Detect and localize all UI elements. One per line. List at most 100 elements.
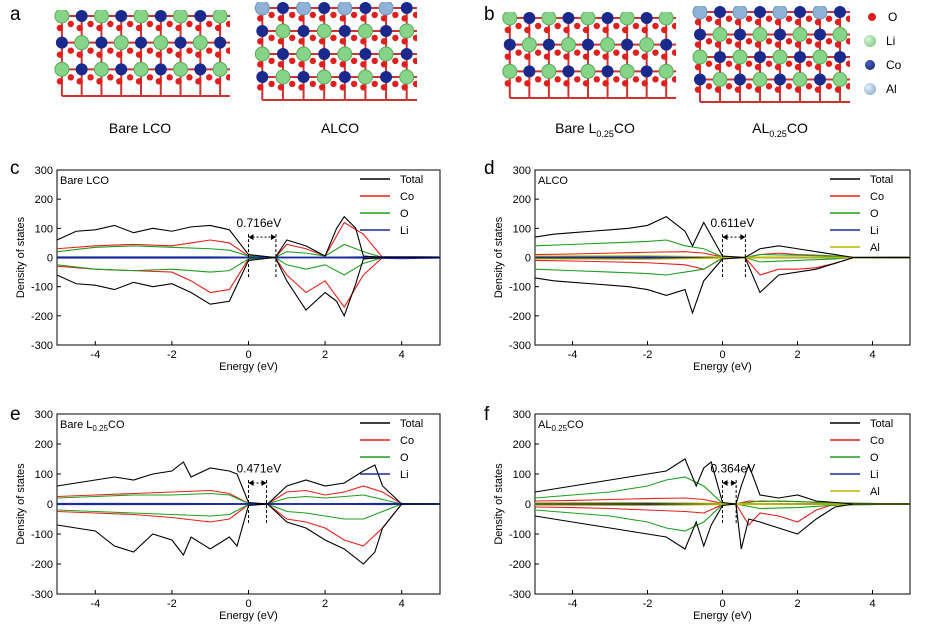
oxygen-atom [543,53,551,60]
oxygen-atom [632,76,640,83]
oxygen-atom [593,76,600,83]
oxygen-atom [56,24,64,32]
cobalt-atom [297,71,310,83]
oxygen-atom [814,18,822,26]
oxygen-atom [621,26,629,34]
x-tick-label: -2 [167,598,177,610]
oxygen-atom [582,53,590,60]
legend-label-co: Co [400,435,414,447]
oxygen-atom [116,78,123,85]
oxygen-atom [225,47,230,54]
lithium-atom [54,10,70,24]
x-tick-label: -2 [167,349,177,361]
y-tick-label: 100 [513,469,531,481]
gap-label: 0.364eV [711,462,756,476]
oxygen-atom [126,20,134,28]
cobalt-atom [774,73,786,86]
series-line-total-up [534,216,910,259]
oxygen-atom [206,47,213,54]
oxygen-atom [671,76,676,83]
cobalt-atom [318,2,331,14]
gap-arrowhead-left [248,234,254,241]
oxygen-atom [318,61,326,68]
oxygen-atom [582,26,590,34]
y-axis-label: Density of states [15,463,27,545]
cobalt-atom [694,73,706,86]
lithium-atom [93,10,109,24]
panel-letter-b: b [484,4,495,25]
oxygen-atom [765,83,773,90]
x-tick-label: -4 [568,349,578,361]
cobalt-atom [194,10,207,22]
chart-title: Bare L0.25CO [60,419,125,433]
lithium-atom [502,12,518,26]
aluminum-atom-icon [864,83,876,95]
oxygen-atom [745,60,753,67]
cobalt-atom [834,51,846,63]
gap-label: 0.716eV [237,216,282,230]
oxygen-atom [671,49,676,56]
x-tick-label: 2 [322,349,328,361]
oxygen-atom [805,83,813,90]
oxygen-atom [214,51,222,58]
oxygen-atom [563,80,570,87]
lithium-atom [133,10,149,24]
chart-title: AL0.25CO [538,419,584,433]
oxygen-atom [401,84,408,91]
lithium-atom [752,72,768,87]
oxygen-atom [298,15,305,22]
y-tick-label: -300 [31,340,53,352]
lithium-atom [580,63,596,79]
oxygen-atom [401,61,408,68]
oxygen-atom [330,57,337,65]
oxygen-atom [534,49,542,56]
oxygen-atom [318,84,326,91]
lattice [502,12,676,99]
gap-arrowhead-right [261,480,267,486]
lithium-atom [399,23,415,39]
oxygen-atom [632,22,640,30]
oxygen-atom [268,34,275,42]
legend-label-total: Total [870,174,893,186]
cobalt-atom [338,25,351,37]
lithium-atom [133,61,149,77]
oxygen-atom [794,63,802,71]
chart-title: ALCO [538,175,568,187]
oxygen-atom [155,78,162,85]
y-tick-label: 200 [513,439,531,451]
oxygen-atom [834,86,842,93]
oxygen-atom [794,41,802,48]
oxygen-atom [289,80,296,88]
gap-arrowhead-right [740,234,746,241]
y-tick-label: 300 [513,165,531,177]
lithium-atom [580,12,596,26]
x-tick-label: -4 [568,598,578,610]
oxygen-atom [268,57,275,65]
oxygen-atom [309,34,317,42]
oxygen-atom [765,15,773,22]
lithium-atom-icon [864,35,876,47]
cobalt-atom [55,36,68,49]
y-tick-label: 300 [35,165,53,177]
gap-arrowhead-right [731,480,737,486]
oxygen-atom [794,18,802,26]
dos-chart-alco: 300 200 100 0 -100 -200 -300 -4 -2 0 2 4 Energy (eV)… [493,165,911,373]
oxygen-atom [360,61,367,68]
oxygen-atom [289,57,296,65]
oxygen-atom [754,41,762,48]
lithium-atom [560,37,576,53]
x-axis-label: Energy (eV) [693,361,752,373]
cobalt-atom [714,6,726,18]
y-tick-label: 100 [35,469,53,481]
oxygen-atom [794,86,802,93]
y-tick-label: -300 [509,340,531,352]
y-axis-label: Density of states [493,463,505,545]
cobalt-atom [154,63,167,76]
oxygen-atom [146,20,154,28]
oxygen-atom [805,60,813,67]
lithium-atom [153,35,169,51]
cobalt-atom [754,51,766,63]
oxygen-atom [339,15,346,22]
oxygen-atom [845,38,850,45]
lithium-atom [275,69,291,85]
